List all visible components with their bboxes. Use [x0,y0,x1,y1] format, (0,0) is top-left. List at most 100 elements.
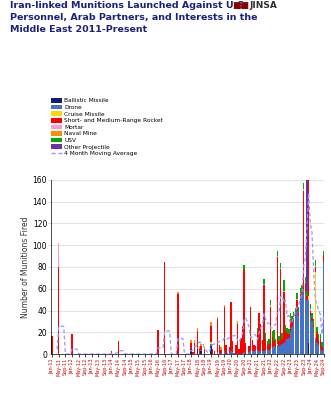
Bar [263,279,265,284]
Bar [290,313,291,318]
Bar [260,324,261,351]
Bar [305,277,306,282]
Bar [286,339,288,354]
Bar [313,319,314,325]
Bar [268,350,270,354]
Bar [258,351,260,354]
Bar [255,350,257,354]
Bar [268,339,270,344]
Bar [281,333,283,339]
Bar [303,183,305,189]
Bar [306,296,308,300]
Bar [164,262,166,354]
Bar [248,346,250,352]
Bar [250,307,252,351]
Bar [261,351,263,354]
Bar [265,350,266,354]
Text: JINSA: JINSA [250,1,278,10]
Bar [283,292,285,343]
Bar [290,318,291,319]
Bar [301,286,303,291]
Bar [300,300,301,354]
Bar [281,339,283,344]
Bar [300,294,301,300]
Bar [273,346,275,354]
Bar [271,331,273,336]
Bar [319,348,321,354]
Bar [257,333,258,350]
Bar [309,316,311,354]
Bar [243,352,245,354]
Bar [298,307,300,313]
Bar [210,344,212,346]
Bar [314,267,316,272]
Bar [300,293,301,294]
Bar [298,316,300,354]
Bar [273,330,275,341]
Bar [316,327,318,332]
Bar [204,350,205,353]
Bar [314,260,316,266]
Bar [230,302,232,351]
Bar [266,341,268,346]
Bar [230,351,232,354]
Bar [305,282,306,283]
Bar [276,345,278,354]
Bar [250,351,252,354]
Bar [321,351,323,354]
Bar [257,350,258,354]
Bar [305,294,306,354]
Bar [265,333,266,339]
Bar [212,348,213,354]
Bar [280,269,281,345]
Bar [177,294,179,354]
Bar [308,142,309,147]
Bar [311,318,313,321]
Bar [258,313,260,351]
Bar [118,341,119,354]
Bar [255,346,257,350]
Bar [210,326,212,342]
Bar [314,272,316,338]
Bar [217,352,218,354]
Bar [263,284,265,286]
Bar [301,291,303,294]
Bar [273,341,275,346]
Bar [276,256,278,257]
Bar [261,340,263,351]
Text: Iran-linked Munitions Launched Against U.S.
Personnel, Arab Partners, and Intere: Iran-linked Munitions Launched Against U… [10,1,258,34]
Text: ■■: ■■ [232,1,249,10]
Bar [283,343,285,354]
Bar [296,310,298,354]
Bar [295,308,296,314]
Bar [321,348,323,351]
Bar [296,298,298,300]
Bar [308,296,309,300]
Bar [316,332,318,343]
Bar [213,351,215,354]
Bar [285,341,286,354]
Bar [190,348,192,354]
Bar [263,351,265,354]
Bar [257,328,258,333]
Bar [227,353,228,354]
Bar [283,280,285,291]
Bar [314,266,316,267]
Bar [296,300,298,310]
Bar [200,350,202,351]
Bar [275,344,276,348]
Bar [217,319,218,352]
Bar [220,350,222,353]
Bar [263,286,265,351]
Bar [192,352,194,354]
Bar [223,305,225,307]
Bar [237,353,238,354]
Bar [318,334,319,340]
Bar [276,344,278,345]
Bar [309,304,311,310]
Bar [280,268,281,269]
Bar [238,348,240,354]
Bar [220,348,222,350]
Legend: Ballistic Missile, Drone, Cruise Missile, Short- and Medium-Range Rocket, Mortar: Ballistic Missile, Drone, Cruise Missile… [51,98,163,156]
Bar [293,321,295,354]
